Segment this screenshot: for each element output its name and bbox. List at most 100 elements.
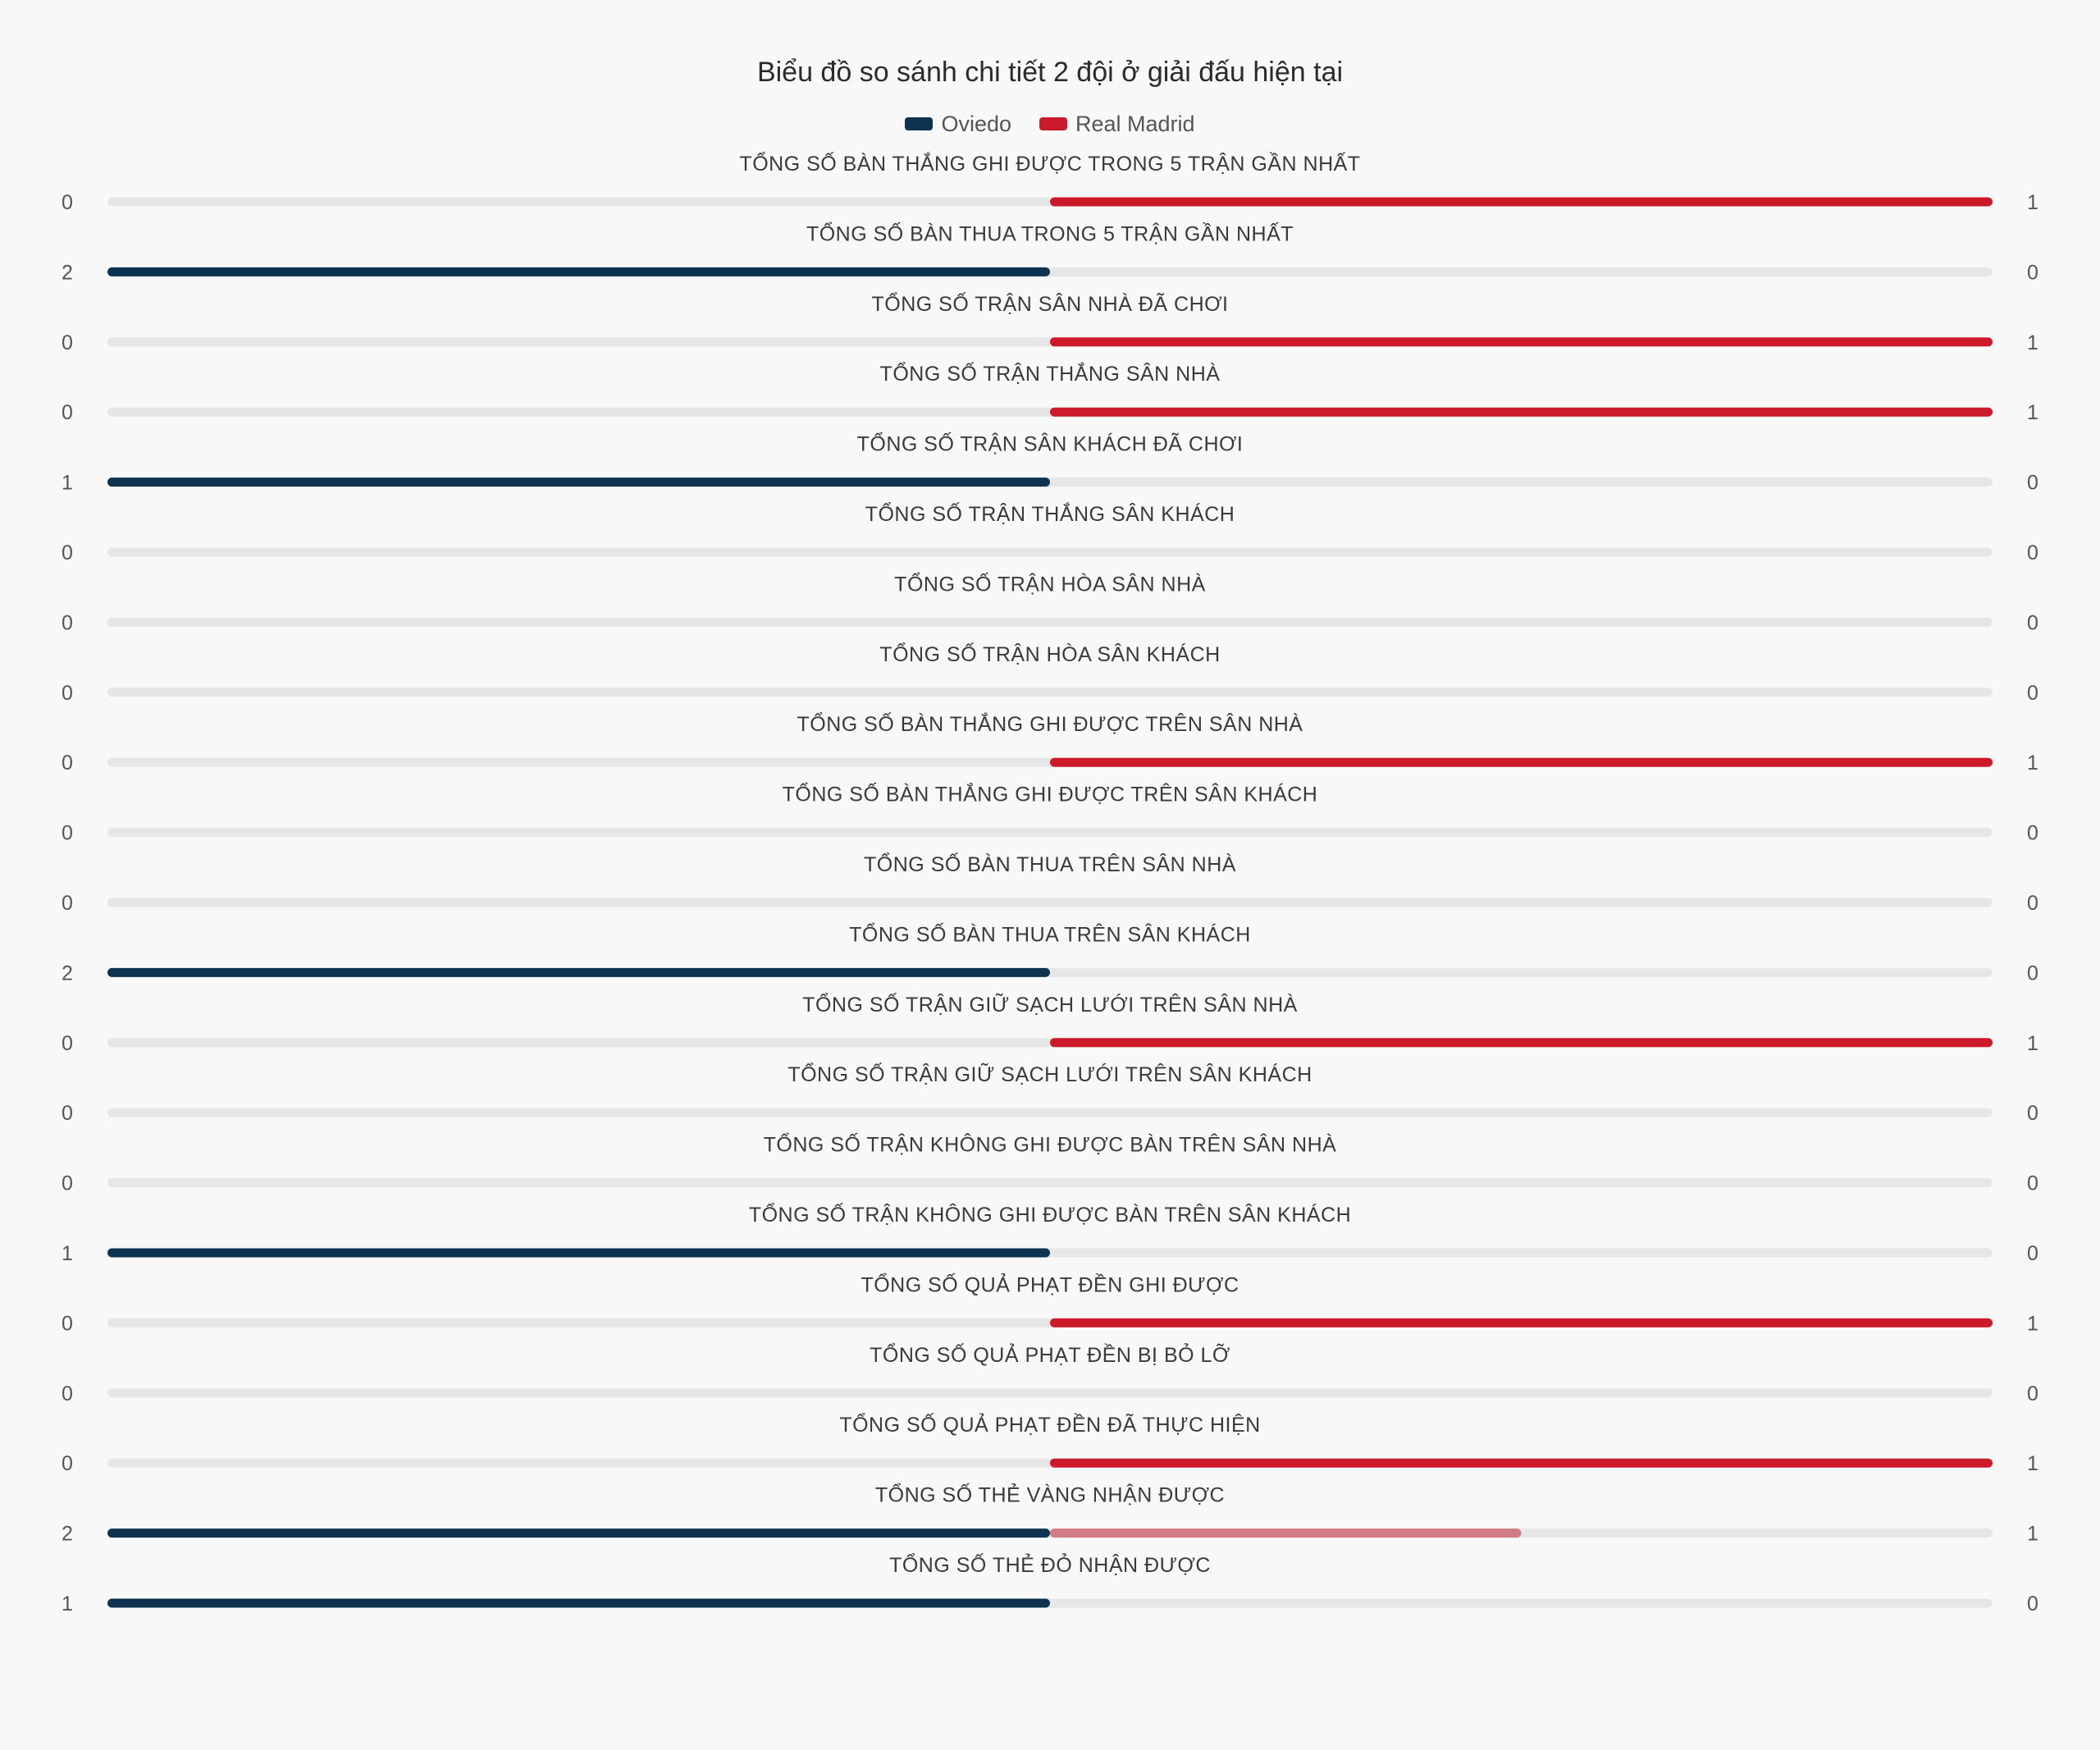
stat-label: TỔNG SỐ TRẬN HÒA SÂN KHÁCH	[879, 642, 1220, 666]
bar-real-madrid	[1050, 197, 1993, 207]
bar-oviedo	[107, 967, 1050, 977]
stat-row: TỔNG SỐ BÀN THUA TRÊN SÂN KHÁCH 2 0	[62, 921, 2038, 985]
stat-track	[107, 828, 1993, 838]
value-oviedo: 0	[62, 401, 73, 424]
value-real-madrid: 0	[2027, 472, 2038, 495]
legend: Oviedo Real Madrid	[0, 109, 2100, 139]
value-oviedo: 1	[62, 1242, 73, 1265]
stat-label: TỔNG SỐ THẺ ĐỎ NHẬN ĐƯỢC	[889, 1552, 1211, 1577]
value-real-madrid: 0	[2027, 541, 2038, 564]
stat-row: TỔNG SỐ BÀN THẮNG GHI ĐƯỢC TRONG 5 TRẬN …	[62, 151, 2038, 214]
value-real-madrid: 0	[2027, 892, 2038, 915]
stat-row: TỔNG SỐ TRẬN SÂN KHÁCH ĐÃ CHƠI 1 0	[62, 432, 2038, 495]
stat-label: TỔNG SỐ THẺ VÀNG NHẬN ĐƯỢC	[875, 1483, 1225, 1507]
value-oviedo: 0	[62, 1452, 73, 1475]
stat-label: TỔNG SỐ TRẬN KHÔNG GHI ĐƯỢC BÀN TRÊN SÂN…	[764, 1132, 1337, 1157]
stat-row: TỔNG SỐ TRẬN THẮNG SÂN NHÀ 0 1	[62, 361, 2038, 424]
value-oviedo: 0	[62, 1032, 73, 1055]
stat-label: TỔNG SỐ TRẬN THẮNG SÂN KHÁCH	[865, 501, 1235, 526]
stat-track	[107, 1388, 1993, 1398]
stat-track	[107, 898, 1993, 907]
chart-title: Biểu đồ so sánh chi tiết 2 đội ở giải đấ…	[756, 57, 1344, 88]
stat-row: TỔNG SỐ BÀN THUA TRÊN SÂN NHÀ 0 0	[62, 852, 2038, 915]
value-real-madrid: 0	[2027, 261, 2038, 284]
stat-label: TỔNG SỐ TRẬN HÒA SÂN NHÀ	[894, 571, 1206, 596]
value-real-madrid: 1	[2027, 401, 2038, 424]
value-real-madrid: 0	[2027, 1242, 2038, 1265]
bar-oviedo	[107, 477, 1050, 487]
bar-real-madrid	[1050, 1038, 1993, 1048]
stat-label: TỔNG SỐ TRẬN GIỮ SẠCH LƯỚI TRÊN SÂN NHÀ	[802, 992, 1298, 1017]
value-real-madrid: 1	[2027, 1452, 2038, 1475]
legend-item-oviedo[interactable]: Oviedo	[905, 109, 1011, 139]
value-oviedo: 0	[62, 1312, 73, 1335]
bar-oviedo	[107, 1598, 1050, 1608]
stat-row: TỔNG SỐ TRẬN HÒA SÂN KHÁCH 0 0	[62, 642, 2038, 705]
stat-label: TỔNG SỐ QUẢ PHẠT ĐỀN BỊ BỎ LỠ	[870, 1342, 1230, 1367]
value-oviedo: 0	[62, 892, 73, 915]
value-real-madrid: 0	[2027, 822, 2038, 845]
legend-label-oviedo: Oviedo	[941, 112, 1011, 136]
value-real-madrid: 0	[2027, 1172, 2038, 1195]
value-oviedo: 0	[62, 1382, 73, 1405]
value-oviedo: 0	[62, 541, 73, 564]
bar-oviedo	[107, 1248, 1050, 1258]
stat-row: TỔNG SỐ THẺ ĐỎ NHẬN ĐƯỢC 1 0	[62, 1552, 2038, 1615]
legend-label-real-madrid: Real Madrid	[1075, 112, 1195, 136]
stat-row: TỔNG SỐ BÀN THẮNG GHI ĐƯỢC TRÊN SÂN KHÁC…	[62, 782, 2038, 845]
value-real-madrid: 0	[2027, 1102, 2038, 1125]
stat-row: TỔNG SỐ TRẬN KHÔNG GHI ĐƯỢC BÀN TRÊN SÂN…	[62, 1132, 2038, 1195]
legend-swatch-oviedo	[905, 117, 934, 130]
stat-label: TỔNG SỐ BÀN THẮNG GHI ĐƯỢC TRONG 5 TRẬN …	[739, 151, 1360, 176]
bar-oviedo	[107, 267, 1050, 276]
value-real-madrid: 0	[2027, 962, 2038, 985]
stat-row: TỔNG SỐ BÀN THUA TRONG 5 TRẬN GẦN NHẤT 2 0	[62, 221, 2038, 284]
stat-label: TỔNG SỐ TRẬN KHÔNG GHI ĐƯỢC BÀN TRÊN SÂN…	[749, 1202, 1351, 1227]
stat-row: TỔNG SỐ TRẬN GIỮ SẠCH LƯỚI TRÊN SÂN KHÁC…	[62, 1062, 2038, 1125]
value-real-madrid: 0	[2027, 1382, 2038, 1405]
stat-row: TỔNG SỐ TRẬN KHÔNG GHI ĐƯỢC BÀN TRÊN SÂN…	[62, 1202, 2038, 1265]
stat-row: TỔNG SỐ TRẬN SÂN NHÀ ĐÃ CHƠI 0 1	[62, 291, 2038, 354]
value-real-madrid: 1	[2027, 1312, 2038, 1335]
value-oviedo: 1	[62, 1592, 73, 1615]
value-oviedo: 0	[62, 611, 73, 634]
value-oviedo: 0	[62, 822, 73, 845]
stat-track	[107, 688, 1993, 697]
value-oviedo: 0	[62, 1102, 73, 1125]
value-real-madrid: 0	[2027, 1592, 2038, 1615]
stat-label: TỔNG SỐ BÀN THUA TRONG 5 TRẬN GẦN NHẤT	[806, 221, 1294, 245]
value-real-madrid: 0	[2027, 682, 2038, 705]
bar-real-madrid	[1050, 757, 1993, 767]
value-oviedo: 0	[62, 752, 73, 774]
stat-track	[107, 547, 1993, 557]
value-real-madrid: 1	[2027, 1032, 2038, 1055]
stat-row: TỔNG SỐ TRẬN THẮNG SÂN KHÁCH 0 0	[62, 501, 2038, 564]
bar-oviedo	[107, 1528, 1050, 1538]
bar-real-madrid	[1050, 407, 1993, 417]
stat-track	[107, 617, 1993, 627]
stat-label: TỔNG SỐ QUẢ PHẠT ĐỀN ĐÃ THỰC HIỆN	[839, 1412, 1260, 1437]
value-oviedo: 0	[62, 191, 73, 214]
value-oviedo: 0	[62, 682, 73, 705]
stat-row: TỔNG SỐ TRẬN GIỮ SẠCH LƯỚI TRÊN SÂN NHÀ 0…	[62, 992, 2038, 1055]
value-real-madrid: 1	[2027, 191, 2038, 214]
stat-label: TỔNG SỐ BÀN THUA TRÊN SÂN KHÁCH	[849, 921, 1251, 946]
stat-track	[107, 1108, 1993, 1117]
stat-row: TỔNG SỐ BÀN THẮNG GHI ĐƯỢC TRÊN SÂN NHÀ 0…	[62, 711, 2038, 774]
bar-real-madrid	[1050, 337, 1993, 347]
value-oviedo: 2	[62, 962, 73, 985]
value-real-madrid: 1	[2027, 752, 2038, 774]
value-oviedo: 1	[62, 472, 73, 495]
stat-row: TỔNG SỐ THẺ VÀNG NHẬN ĐƯỢC 2 1	[62, 1483, 2038, 1546]
legend-item-real-madrid[interactable]: Real Madrid	[1039, 109, 1195, 139]
stat-track	[107, 1178, 1993, 1188]
stat-label: TỔNG SỐ TRẬN THẮNG SÂN NHÀ	[880, 361, 1221, 386]
value-real-madrid: 0	[2027, 611, 2038, 634]
value-oviedo: 0	[62, 331, 73, 354]
stat-label: TỔNG SỐ TRẬN GIỮ SẠCH LƯỚI TRÊN SÂN KHÁC…	[788, 1062, 1312, 1086]
stat-row: TỔNG SỐ QUẢ PHẠT ĐỀN GHI ĐƯỢC 0 1	[62, 1272, 2038, 1335]
stat-label: TỔNG SỐ BÀN THẮNG GHI ĐƯỢC TRÊN SÂN NHÀ	[797, 711, 1303, 736]
value-real-madrid: 1	[2027, 1523, 2038, 1546]
stat-label: TỔNG SỐ BÀN THẮNG GHI ĐƯỢC TRÊN SÂN KHÁC…	[783, 782, 1318, 806]
